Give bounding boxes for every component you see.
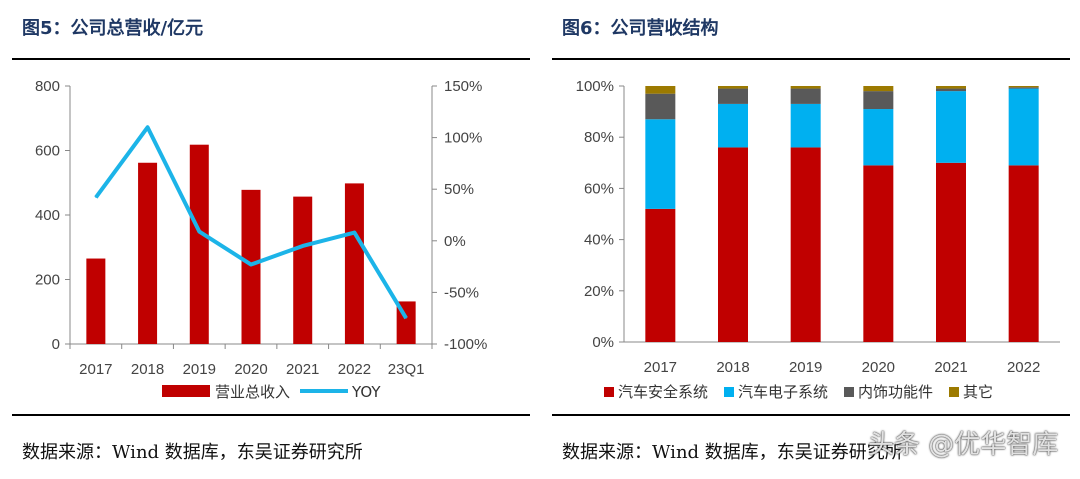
stack-segment-2 <box>936 91 966 163</box>
stack-segment-3 <box>718 88 748 104</box>
left-y-tick-label: 200 <box>35 272 60 289</box>
right-bottom-rule <box>552 414 1070 416</box>
stack-segment-2 <box>790 103 821 148</box>
x-tick-label: 2017 <box>644 359 677 376</box>
revenue-bar <box>138 162 158 344</box>
revenue-bar <box>241 189 261 344</box>
legend-label-1: 汽车安全系统 <box>618 383 708 401</box>
stack-segment-4 <box>863 86 894 92</box>
stack-segment-1 <box>645 208 676 342</box>
stack-segment-2 <box>718 103 748 148</box>
stack-segment-2 <box>863 109 894 166</box>
yoy-point <box>147 126 149 128</box>
right-y-tick-label: 0% <box>444 233 466 250</box>
stack-segment-3 <box>790 88 821 104</box>
yoy-point <box>302 245 304 247</box>
left-y-tick-label: 800 <box>35 78 60 95</box>
x-tick-label: 2019 <box>183 361 216 378</box>
x-tick-label: 2020 <box>234 361 267 378</box>
revenue-bar <box>293 196 313 344</box>
right-top-rule <box>552 58 1070 60</box>
legend-swatch-1 <box>604 387 614 397</box>
y-tick-label: 0% <box>592 334 614 351</box>
legend-label-yoy: YOY <box>351 383 381 401</box>
x-tick-label: 2017 <box>79 361 112 378</box>
revenue-structure-chart: 0% 20% 40% 60% 80% 100% 2017 2018 2019 2020 2021 20… <box>576 78 1060 401</box>
yoy-point <box>405 317 407 319</box>
right-source-note: 数据来源：Wind 数据库，东吴证券研究所 <box>562 442 903 463</box>
x-tick-label: 23Q1 <box>388 361 425 378</box>
yoy-point <box>198 231 200 233</box>
y-tick-label: 100% <box>576 78 614 95</box>
left-y-tick-label: 600 <box>35 143 60 160</box>
stack-segment-1 <box>863 165 894 342</box>
right-y-tick-label: -100% <box>444 336 487 353</box>
legend-label-3: 内饰功能件 <box>858 383 933 401</box>
right-y-tick-label: 100% <box>444 130 482 147</box>
x-tick-label: 2020 <box>862 359 895 376</box>
stack-segment-4 <box>790 86 821 89</box>
legend-swatch-4 <box>949 387 959 397</box>
x-tick-label: 2021 <box>286 361 319 378</box>
right-figure-title: 图6：公司营收结构 <box>562 18 719 39</box>
stack-segment-3 <box>936 88 966 92</box>
y-tick-label: 80% <box>584 129 614 146</box>
revenue-bar <box>344 183 364 344</box>
x-tick-label: 2019 <box>789 359 822 376</box>
stack-segment-1 <box>790 147 821 342</box>
legend-label-4: 其它 <box>963 383 993 401</box>
stack-segment-2 <box>1008 88 1039 166</box>
legend-label-2: 汽车电子系统 <box>738 383 828 401</box>
right-y-tick-label: 150% <box>444 78 482 95</box>
stack-segment-1 <box>718 147 748 342</box>
stack-segment-2 <box>645 119 676 209</box>
x-tick-label: 2021 <box>934 359 967 376</box>
legend-swatch-revenue <box>162 385 210 397</box>
x-tick-label: 2018 <box>716 359 749 376</box>
right-y-tick-label: -50% <box>444 284 479 301</box>
left-y-tick-label: 400 <box>35 207 60 224</box>
watermark-text: 头条 @优华智库 <box>868 430 1059 460</box>
stack-segment-4 <box>718 86 748 89</box>
yoy-point <box>95 196 97 198</box>
legend-swatch-3 <box>844 387 854 397</box>
x-tick-label: 2022 <box>338 361 371 378</box>
x-tick-label: 2018 <box>131 361 164 378</box>
x-tick-label: 2022 <box>1007 359 1040 376</box>
right-y-tick-label: 50% <box>444 181 474 198</box>
left-bottom-rule <box>12 414 530 416</box>
revenue-bar <box>86 258 106 344</box>
stack-segment-4 <box>645 86 676 94</box>
left-top-rule <box>12 58 530 60</box>
legend-label-revenue: 营业总收入 <box>215 383 290 401</box>
y-tick-label: 40% <box>584 232 614 249</box>
left-source-note: 数据来源：Wind 数据库，东吴证券研究所 <box>22 442 363 463</box>
stack-segment-3 <box>1008 87 1039 89</box>
stack-segment-1 <box>936 162 966 342</box>
left-figure-title: 图5：公司总营收/亿元 <box>22 18 204 39</box>
revenue-chart: 0 200 400 600 800 -100% -50% 0% 50% 100% 150% 2017 2… <box>35 78 487 401</box>
stack-segment-4 <box>1008 86 1039 88</box>
yoy-point <box>250 264 252 266</box>
y-tick-label: 60% <box>584 180 614 197</box>
stack-segment-3 <box>645 93 676 120</box>
left-y-tick-label: 0 <box>52 336 60 353</box>
stack-segment-3 <box>863 91 894 110</box>
yoy-point <box>353 232 355 234</box>
y-tick-label: 20% <box>584 283 614 300</box>
stack-segment-1 <box>1008 165 1039 342</box>
revenue-bar <box>189 144 209 344</box>
stack-segment-4 <box>936 86 966 89</box>
legend-swatch-2 <box>724 387 734 397</box>
